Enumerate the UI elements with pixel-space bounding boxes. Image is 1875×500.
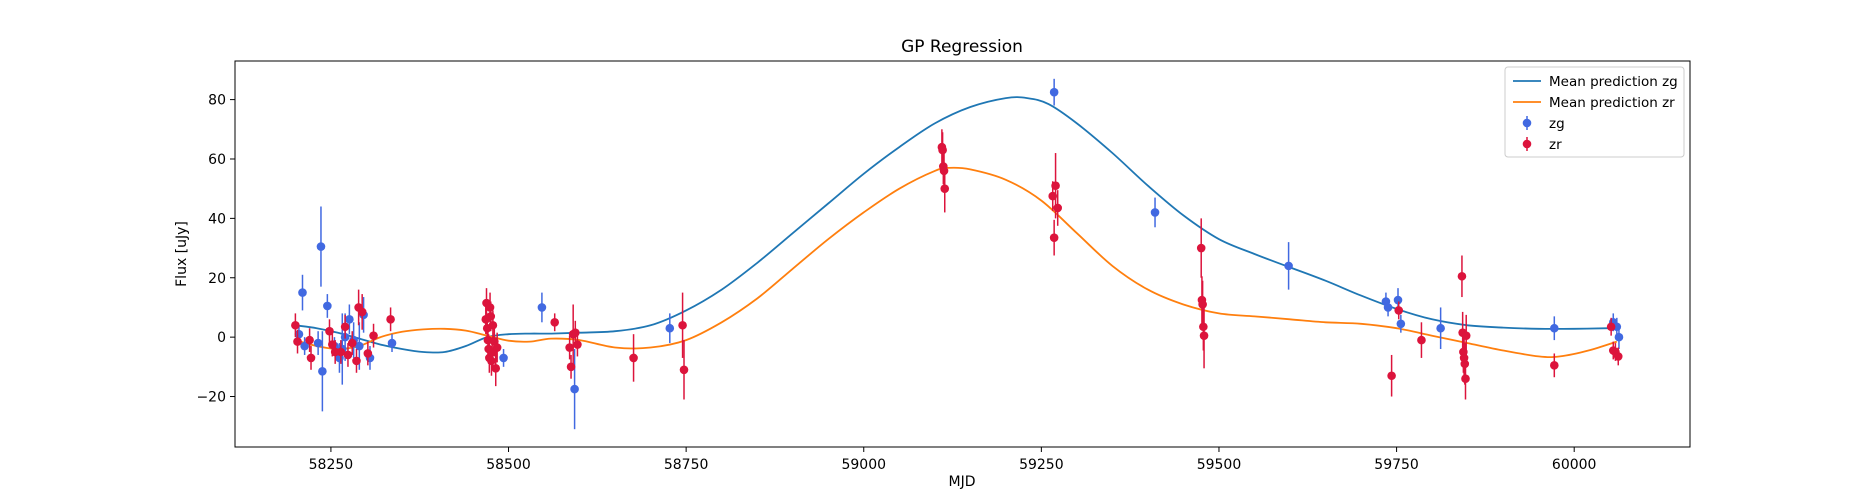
data-point-zr-64 — [1550, 361, 1559, 370]
x-axis-label: MJD — [949, 474, 976, 490]
data-point-zr-54 — [1387, 371, 1396, 381]
x-tick-label-60000: 60000 — [1552, 457, 1597, 473]
data-point-zg-2 — [300, 341, 309, 351]
data-point-zr-49 — [1196, 243, 1206, 253]
data-point-zg-22 — [1150, 208, 1160, 217]
mean-prediction-line-zr — [295, 166, 1618, 359]
y-tick-label-80: 80 — [208, 93, 226, 109]
data-point-zr-13 — [357, 307, 367, 317]
data-point-zr-44 — [940, 184, 950, 193]
data-point-zr-9 — [343, 350, 353, 360]
data-point-zr-68 — [1613, 352, 1623, 361]
data-point-zg-4 — [316, 242, 326, 251]
data-point-zr-55 — [1394, 306, 1404, 315]
y-axis-label: Flux [uJy] — [174, 221, 190, 287]
legend-marker-2 — [1522, 118, 1532, 128]
data-point-zg-13 — [355, 341, 364, 351]
axes-frame — [234, 60, 1691, 448]
series-zr — [291, 129, 1623, 400]
data-point-zr-39 — [679, 365, 689, 375]
x-tick-label-59750: 59750 — [1374, 457, 1419, 473]
data-point-zr-65 — [1606, 322, 1616, 332]
data-point-zg-5 — [318, 366, 327, 376]
legend: Mean prediction zg Mean prediction zr zg zr — [1504, 66, 1685, 158]
data-point-zr-3 — [306, 353, 316, 363]
data-point-zr-7 — [336, 347, 346, 357]
x-tick-label-58250: 58250 — [309, 457, 354, 473]
data-point-zr-46 — [1049, 233, 1059, 242]
data-point-zg-32 — [1614, 332, 1624, 342]
x-tick-label-58500: 58500 — [486, 457, 531, 473]
data-point-zg-16 — [387, 338, 397, 348]
data-point-zr-32 — [565, 343, 574, 352]
data-point-zr-14 — [363, 349, 373, 358]
x-tick-label-58750: 58750 — [664, 457, 709, 473]
legend-label-2: zg — [1549, 116, 1565, 132]
data-point-zr-38 — [678, 320, 687, 330]
data-point-zr-8 — [340, 322, 350, 332]
y-axis: −20 0 20 40 60 80 — [196, 93, 235, 406]
data-point-zr-27 — [488, 320, 498, 330]
data-point-zg-23 — [1284, 261, 1293, 271]
data-point-zg-6 — [323, 301, 332, 311]
data-point-zg-21 — [1049, 87, 1059, 97]
data-point-zr-62 — [1461, 374, 1470, 384]
y-tick-label-20: 20 — [208, 271, 226, 287]
data-point-zr-0 — [291, 320, 300, 330]
x-axis: 58250 58500 58750 59000 59250 59500 59750 60000 — [309, 447, 1597, 473]
data-point-zr-30 — [492, 343, 502, 352]
data-point-zg-26 — [1393, 295, 1403, 305]
legend-marker-3 — [1522, 139, 1532, 149]
legend-label-0: Mean prediction zg — [1549, 74, 1678, 90]
data-point-zr-1 — [293, 337, 302, 346]
y-tick-label-60: 60 — [208, 152, 226, 168]
y-tick-label--20: −20 — [196, 390, 226, 406]
x-tick-label-59500: 59500 — [1197, 457, 1242, 473]
y-tick-label-40: 40 — [208, 211, 226, 227]
data-point-zr-31 — [550, 317, 560, 327]
data-point-zr-10 — [347, 338, 357, 348]
data-point-zr-37 — [629, 353, 638, 363]
data-point-zg-18 — [537, 303, 547, 312]
data-point-zr-36 — [573, 340, 582, 349]
data-point-zr-2 — [305, 335, 314, 345]
data-point-zg-25 — [1383, 303, 1393, 312]
y-tick-label-0: 0 — [217, 330, 226, 346]
data-point-zr-47 — [1051, 181, 1060, 191]
plot-area — [291, 78, 1624, 430]
data-point-zg-28 — [1436, 323, 1445, 333]
data-point-zr-15 — [369, 331, 378, 340]
data-point-zr-57 — [1457, 271, 1467, 281]
data-point-zr-16 — [386, 315, 395, 324]
legend-label-3: zr — [1549, 137, 1562, 153]
data-point-zg-17 — [499, 353, 508, 363]
data-point-zg-27 — [1396, 319, 1406, 329]
data-point-zr-24 — [486, 312, 496, 321]
x-tick-label-59000: 59000 — [841, 457, 886, 473]
legend-box — [1504, 66, 1685, 158]
data-point-zr-33 — [566, 362, 576, 372]
data-point-zr-48 — [1053, 203, 1063, 213]
data-point-zr-35 — [571, 328, 580, 337]
data-point-zg-20 — [665, 323, 675, 333]
data-point-zr-56 — [1417, 335, 1426, 345]
data-point-zg-3 — [313, 338, 323, 348]
chart-title: GP Regression — [901, 37, 1023, 57]
data-point-zg-29 — [1550, 323, 1559, 333]
x-tick-label-59250: 59250 — [1019, 457, 1064, 473]
data-point-zr-53 — [1199, 331, 1209, 340]
legend-label-1: Mean prediction zr — [1549, 95, 1675, 111]
data-point-zg-19 — [570, 384, 579, 394]
data-point-zr-63 — [1461, 331, 1471, 340]
data-point-zr-29 — [491, 364, 501, 373]
data-point-zg-1 — [298, 288, 307, 297]
data-point-zr-11 — [352, 356, 361, 366]
data-point-zg-11 — [345, 315, 354, 324]
